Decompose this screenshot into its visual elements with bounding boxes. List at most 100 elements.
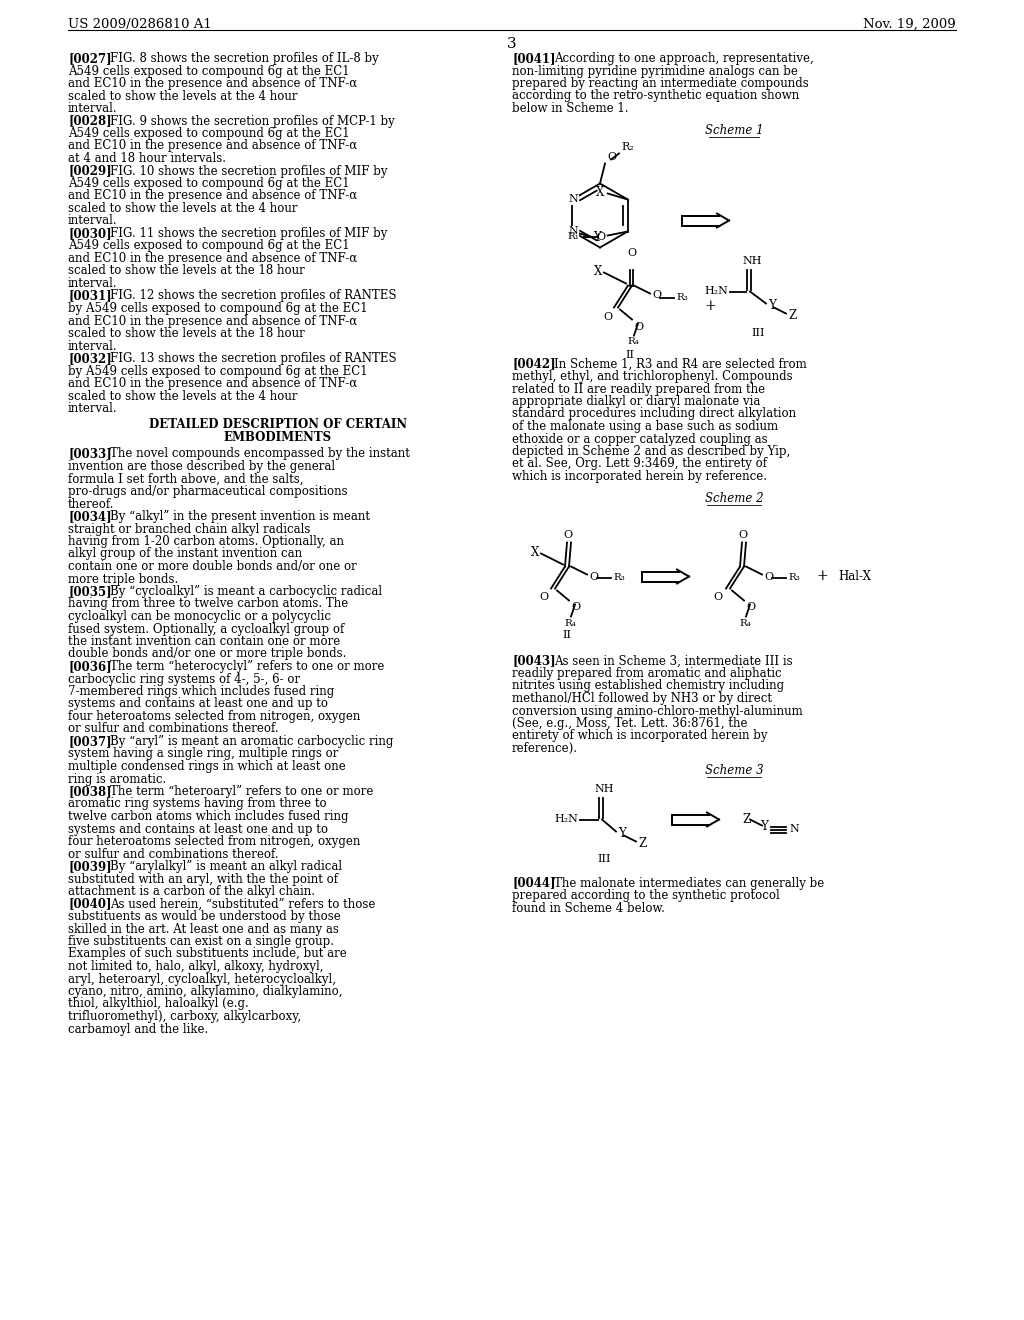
Text: O: O <box>603 312 612 322</box>
Text: O: O <box>607 152 616 161</box>
Text: N: N <box>790 825 799 834</box>
Text: A549 cells exposed to compound 6g at the EC1: A549 cells exposed to compound 6g at the… <box>68 65 349 78</box>
Text: Scheme 1: Scheme 1 <box>705 124 763 137</box>
Text: As seen in Scheme 3, intermediate III is: As seen in Scheme 3, intermediate III is <box>554 655 793 668</box>
Text: the instant invention can contain one or more: the instant invention can contain one or… <box>68 635 340 648</box>
Text: [0040]: [0040] <box>68 898 112 911</box>
Text: by A549 cells exposed to compound 6g at the EC1: by A549 cells exposed to compound 6g at … <box>68 364 368 378</box>
Text: A549 cells exposed to compound 6g at the EC1: A549 cells exposed to compound 6g at the… <box>68 127 349 140</box>
Text: prepared according to the synthetic protocol: prepared according to the synthetic prot… <box>512 888 779 902</box>
Text: FIG. 12 shows the secretion profiles of RANTES: FIG. 12 shows the secretion profiles of … <box>110 289 396 302</box>
Text: by A549 cells exposed to compound 6g at the EC1: by A549 cells exposed to compound 6g at … <box>68 302 368 315</box>
Text: Y: Y <box>618 828 626 840</box>
Text: FIG. 9 shows the secretion profiles of MCP-1 by: FIG. 9 shows the secretion profiles of M… <box>110 115 394 128</box>
Text: pro-drugs and/or pharmaceutical compositions: pro-drugs and/or pharmaceutical composit… <box>68 484 347 498</box>
Text: O: O <box>652 290 662 301</box>
Text: methyl, ethyl, and trichlorophenyl. Compounds: methyl, ethyl, and trichlorophenyl. Comp… <box>512 370 793 383</box>
Text: In Scheme 1, R3 and R4 are selected from: In Scheme 1, R3 and R4 are selected from <box>554 358 807 371</box>
Text: [0028]: [0028] <box>68 115 112 128</box>
Text: of the malonate using a base such as sodium: of the malonate using a base such as sod… <box>512 420 778 433</box>
Text: [0035]: [0035] <box>68 585 112 598</box>
Text: not limited to, halo, alkyl, alkoxy, hydroxyl,: not limited to, halo, alkyl, alkoxy, hyd… <box>68 960 324 973</box>
Text: 3: 3 <box>507 37 517 51</box>
Text: DETAILED DESCRIPTION OF CERTAIN: DETAILED DESCRIPTION OF CERTAIN <box>148 418 408 432</box>
Text: depicted in Scheme 2 and as described by Yip,: depicted in Scheme 2 and as described by… <box>512 445 791 458</box>
Text: scaled to show the levels at the 18 hour: scaled to show the levels at the 18 hour <box>68 264 305 277</box>
Text: multiple condensed rings in which at least one: multiple condensed rings in which at lea… <box>68 760 346 774</box>
Text: EMBODIMENTS: EMBODIMENTS <box>224 432 332 444</box>
Text: R₄: R₄ <box>564 619 575 627</box>
Text: X: X <box>530 546 539 558</box>
Text: prepared by reacting an intermediate compounds: prepared by reacting an intermediate com… <box>512 77 809 90</box>
Text: [0031]: [0031] <box>68 289 112 302</box>
Text: X: X <box>596 186 605 199</box>
Text: nitrites using established chemistry including: nitrites using established chemistry inc… <box>512 680 784 693</box>
Text: reference).: reference). <box>512 742 578 755</box>
Text: R₄: R₄ <box>739 619 751 627</box>
Text: O: O <box>628 248 637 257</box>
Text: found in Scheme 4 below.: found in Scheme 4 below. <box>512 902 665 915</box>
Text: III: III <box>597 854 610 863</box>
Text: A549 cells exposed to compound 6g at the EC1: A549 cells exposed to compound 6g at the… <box>68 177 349 190</box>
Text: aryl, heteroaryl, cycloalkyl, heterocycloalkyl,: aryl, heteroaryl, cycloalkyl, heterocycl… <box>68 973 336 986</box>
Text: interval.: interval. <box>68 339 118 352</box>
Text: Z: Z <box>788 309 797 322</box>
Text: FIG. 10 shows the secretion profiles of MIF by: FIG. 10 shows the secretion profiles of … <box>110 165 387 177</box>
Text: attachment is a carbon of the alkyl chain.: attachment is a carbon of the alkyl chai… <box>68 884 315 898</box>
Text: [0041]: [0041] <box>512 51 555 65</box>
Text: cyano, nitro, amino, alkylamino, dialkylamino,: cyano, nitro, amino, alkylamino, dialkyl… <box>68 985 342 998</box>
Text: systems and contains at least one and up to: systems and contains at least one and up… <box>68 822 328 836</box>
Text: at 4 and 18 hour intervals.: at 4 and 18 hour intervals. <box>68 152 226 165</box>
Text: +: + <box>705 298 716 313</box>
Text: +: + <box>816 569 827 583</box>
Text: O: O <box>539 593 548 602</box>
Text: Hal-X: Hal-X <box>838 570 871 583</box>
Text: standard procedures including direct alkylation: standard procedures including direct alk… <box>512 408 796 421</box>
Text: FIG. 8 shows the secretion profiles of IL-8 by: FIG. 8 shows the secretion profiles of I… <box>110 51 379 65</box>
Text: O: O <box>746 602 755 612</box>
Text: O: O <box>589 572 598 582</box>
Text: scaled to show the levels at the 4 hour: scaled to show the levels at the 4 hour <box>68 389 298 403</box>
Text: O: O <box>764 572 773 582</box>
Text: and EC10 in the presence and absence of TNF-α: and EC10 in the presence and absence of … <box>68 378 357 389</box>
Text: thiol, alkylthiol, haloalkyl (e.g.: thiol, alkylthiol, haloalkyl (e.g. <box>68 998 249 1011</box>
Text: having from 1-20 carbon atoms. Optionally, an: having from 1-20 carbon atoms. Optionall… <box>68 535 344 548</box>
Text: twelve carbon atoms which includes fused ring: twelve carbon atoms which includes fused… <box>68 810 348 822</box>
Text: ring is aromatic.: ring is aromatic. <box>68 772 166 785</box>
Text: and EC10 in the presence and absence of TNF-α: and EC10 in the presence and absence of … <box>68 77 357 90</box>
Text: II: II <box>562 631 571 640</box>
Text: [0037]: [0037] <box>68 735 112 748</box>
Text: NH: NH <box>742 256 762 265</box>
Text: O: O <box>597 231 606 242</box>
Text: [0038]: [0038] <box>68 785 112 799</box>
Text: O: O <box>738 529 748 540</box>
Text: aromatic ring systems having from three to: aromatic ring systems having from three … <box>68 797 327 810</box>
Text: Y: Y <box>760 820 768 833</box>
Text: III: III <box>752 327 765 338</box>
Text: Scheme 3: Scheme 3 <box>705 764 763 777</box>
Text: carbocyclic ring systems of 4-, 5-, 6- or: carbocyclic ring systems of 4-, 5-, 6- o… <box>68 672 300 685</box>
Text: The malonate intermediates can generally be: The malonate intermediates can generally… <box>554 876 824 890</box>
Text: interval.: interval. <box>68 277 118 290</box>
Text: non-limiting pyridine pyrimidine analogs can be: non-limiting pyridine pyrimidine analogs… <box>512 65 798 78</box>
Text: scaled to show the levels at the 4 hour: scaled to show the levels at the 4 hour <box>68 90 298 103</box>
Text: [0030]: [0030] <box>68 227 112 240</box>
Text: (See, e.g., Moss, Tet. Lett. 36:8761, the: (See, e.g., Moss, Tet. Lett. 36:8761, th… <box>512 717 748 730</box>
Text: A549 cells exposed to compound 6g at the EC1: A549 cells exposed to compound 6g at the… <box>68 239 349 252</box>
Text: interval.: interval. <box>68 102 118 115</box>
Text: [0027]: [0027] <box>68 51 112 65</box>
Text: FIG. 13 shows the secretion profiles of RANTES: FIG. 13 shows the secretion profiles of … <box>110 352 396 366</box>
Text: R₃: R₃ <box>788 573 800 582</box>
Text: Scheme 2: Scheme 2 <box>705 492 763 506</box>
Text: interval.: interval. <box>68 214 118 227</box>
Text: system having a single ring, multiple rings or: system having a single ring, multiple ri… <box>68 747 338 760</box>
Text: The term “heteroaryl” refers to one or more: The term “heteroaryl” refers to one or m… <box>110 785 374 799</box>
Text: four heteroatoms selected from nitrogen, oxygen: four heteroatoms selected from nitrogen,… <box>68 710 360 723</box>
Text: R₄: R₄ <box>627 338 639 346</box>
Text: thereof.: thereof. <box>68 498 115 511</box>
Text: H₂N: H₂N <box>705 286 728 297</box>
Text: scaled to show the levels at the 4 hour: scaled to show the levels at the 4 hour <box>68 202 298 215</box>
Text: N: N <box>568 194 579 205</box>
Text: Examples of such substituents include, but are: Examples of such substituents include, b… <box>68 948 347 961</box>
Text: II: II <box>626 350 635 359</box>
